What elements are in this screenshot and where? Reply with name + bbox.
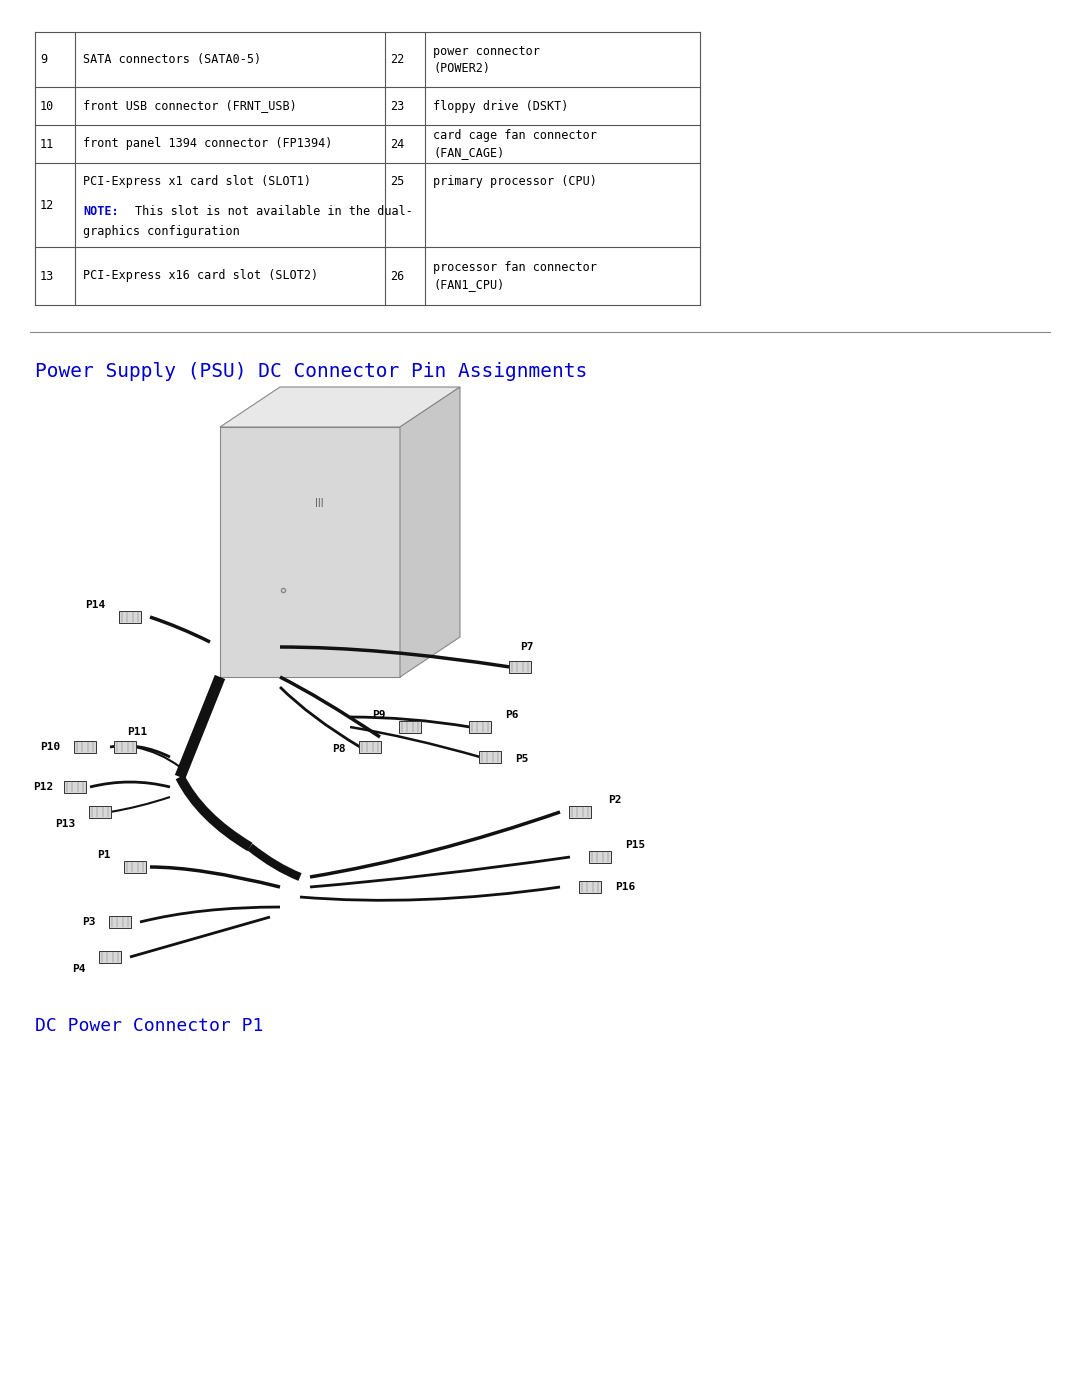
Text: This slot is not available in the dual-: This slot is not available in the dual-: [135, 205, 413, 218]
Text: P4: P4: [72, 964, 85, 974]
Text: NOTE:: NOTE:: [83, 205, 119, 218]
Text: P12: P12: [33, 782, 53, 792]
Text: 23: 23: [390, 99, 404, 113]
Text: front panel 1394 connector (FP1394): front panel 1394 connector (FP1394): [83, 137, 333, 151]
Text: P15: P15: [625, 840, 645, 849]
Text: P10: P10: [40, 742, 60, 752]
Text: P2: P2: [608, 795, 621, 805]
Bar: [119, 610, 141, 623]
Text: 11: 11: [40, 137, 54, 151]
Text: 25: 25: [390, 175, 404, 189]
Text: 26: 26: [390, 270, 404, 282]
Text: primary processor (CPU): primary processor (CPU): [433, 175, 597, 189]
Text: power connector
(POWER2): power connector (POWER2): [433, 45, 540, 74]
Bar: [124, 861, 146, 873]
Text: 12: 12: [40, 198, 54, 211]
Text: front USB connector (FRNT_USB): front USB connector (FRNT_USB): [83, 99, 297, 113]
Bar: [399, 721, 421, 733]
Bar: [589, 851, 611, 863]
Bar: [569, 806, 591, 819]
Bar: [579, 882, 600, 893]
Text: processor fan connector
(FAN1_CPU): processor fan connector (FAN1_CPU): [433, 261, 597, 291]
Text: 10: 10: [40, 99, 54, 113]
Text: P5: P5: [515, 754, 528, 764]
Text: PCI-Express x1 card slot (SLOT1): PCI-Express x1 card slot (SLOT1): [83, 175, 311, 189]
Text: P11: P11: [127, 726, 147, 738]
Bar: [64, 781, 86, 793]
Bar: [89, 806, 111, 819]
Bar: [109, 916, 131, 928]
Bar: [359, 740, 381, 753]
Text: P6: P6: [505, 710, 518, 719]
Text: graphics configuration: graphics configuration: [83, 225, 240, 237]
Text: P1: P1: [97, 849, 110, 861]
Text: P14: P14: [85, 599, 105, 610]
Text: 22: 22: [390, 53, 404, 66]
Text: P13: P13: [55, 819, 76, 828]
Bar: [114, 740, 136, 753]
Text: P3: P3: [82, 916, 95, 928]
Text: card cage fan connector
(FAN_CAGE): card cage fan connector (FAN_CAGE): [433, 129, 597, 159]
Polygon shape: [220, 427, 400, 678]
Text: PCI-Express x16 card slot (SLOT2): PCI-Express x16 card slot (SLOT2): [83, 270, 319, 282]
Bar: [469, 721, 491, 733]
Polygon shape: [400, 387, 460, 678]
Text: 9: 9: [40, 53, 48, 66]
Text: P7: P7: [519, 643, 534, 652]
Text: P9: P9: [372, 710, 386, 719]
Bar: [75, 740, 96, 753]
Text: Power Supply (PSU) DC Connector Pin Assignments: Power Supply (PSU) DC Connector Pin Assi…: [35, 362, 588, 381]
Text: 13: 13: [40, 270, 54, 282]
Bar: [99, 951, 121, 963]
Polygon shape: [220, 387, 460, 427]
Text: SATA connectors (SATA0-5): SATA connectors (SATA0-5): [83, 53, 261, 66]
Text: floppy drive (DSKT): floppy drive (DSKT): [433, 99, 568, 113]
Text: P16: P16: [615, 882, 635, 893]
Text: 24: 24: [390, 137, 404, 151]
Text: DC Power Connector P1: DC Power Connector P1: [35, 1017, 264, 1035]
Text: P8: P8: [332, 745, 346, 754]
Text: |||: |||: [314, 497, 323, 507]
Bar: [480, 752, 501, 763]
Bar: [509, 661, 531, 673]
